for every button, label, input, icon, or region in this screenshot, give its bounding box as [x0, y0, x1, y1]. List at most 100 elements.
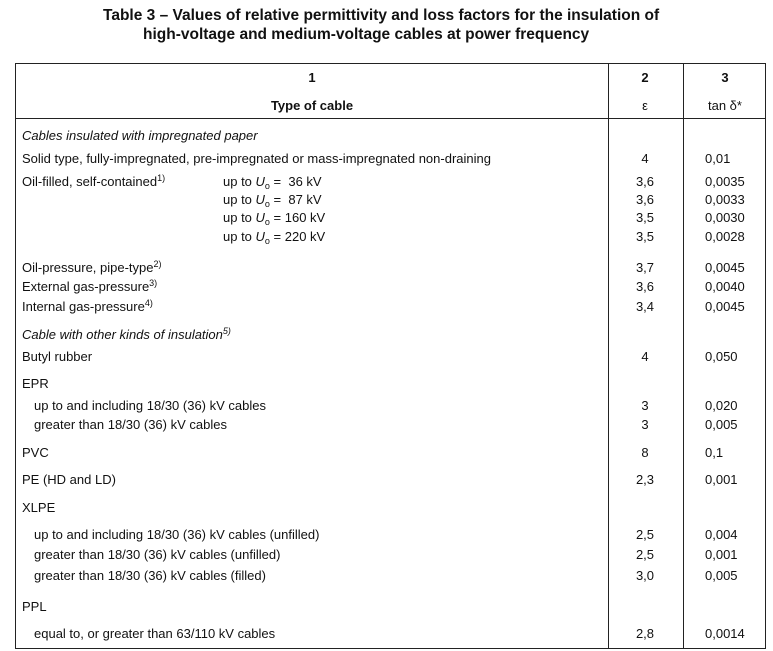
- voltage-symbol: U: [255, 210, 265, 225]
- loss-factor: 0,0045: [705, 260, 745, 275]
- loss-factor: 0,001: [705, 547, 738, 562]
- table-border: [765, 63, 766, 649]
- voltage-subscript: o: [264, 199, 270, 209]
- permittivity: 2,8: [635, 626, 655, 641]
- row-label: equal to, or greater than 63/110 kV cabl…: [34, 626, 275, 642]
- voltage-prefix: up to: [223, 229, 256, 244]
- voltage-symbol: U: [255, 192, 265, 207]
- footnote-ref: 4): [144, 298, 153, 308]
- loss-factor: 0,01: [705, 151, 731, 166]
- label-text: greater than 18/30 (36) kV cables (fille…: [34, 568, 266, 583]
- label-text: greater than 18/30 (36) kV cables: [34, 417, 227, 432]
- label-text: Internal gas-pressure: [22, 299, 145, 314]
- label-text: Oil-pressure, pipe-type: [22, 260, 154, 275]
- permittivity: 3,4: [635, 299, 655, 314]
- column-name: tan δ*: [708, 98, 742, 113]
- loss-factor: 0,005: [705, 568, 738, 583]
- section-heading: Cables insulated with impregnated paper: [22, 128, 258, 144]
- loss-factor: 0,0028: [705, 229, 745, 244]
- label-text: EPR: [22, 376, 49, 391]
- loss-factor: 0,0030: [705, 210, 745, 225]
- voltage-value: = 220 kV: [269, 229, 326, 244]
- permittivity: 3,6: [635, 192, 655, 207]
- permittivity: 2,5: [635, 547, 655, 562]
- permittivity: 3,6: [635, 279, 655, 294]
- label-text: up to and including 18/30 (36) kV cables…: [34, 527, 320, 542]
- row-label: up to and including 18/30 (36) kV cables…: [34, 527, 319, 543]
- loss-factor: 0,004: [705, 527, 738, 542]
- label-text: up to and including 18/30 (36) kV cables: [34, 398, 266, 413]
- column-rule: [683, 63, 684, 649]
- row-label: Solid type, fully-impregnated, pre-impre…: [22, 151, 491, 167]
- row-label: greater than 18/30 (36) kV cables (unfil…: [34, 547, 280, 563]
- row-label: Oil-filled, self-contained1): [22, 174, 165, 190]
- permittivity: 3,6: [635, 174, 655, 189]
- row-label: PVC: [22, 445, 49, 461]
- column-number: 1: [308, 70, 316, 85]
- row-label: PE (HD and LD): [22, 472, 116, 488]
- voltage-value: = 160 kV: [269, 210, 326, 225]
- row-label: External gas-pressure3): [22, 279, 157, 295]
- permittivity: 4: [641, 349, 649, 364]
- loss-factor: 0,0033: [705, 192, 745, 207]
- section-heading: Cable with other kinds of insulation5): [22, 327, 231, 343]
- column-number: 2: [641, 70, 649, 85]
- voltage-range: up to Uo = 36 kV: [223, 174, 322, 191]
- row-label: up to and including 18/30 (36) kV cables: [34, 398, 266, 414]
- table-border: [15, 648, 766, 649]
- label-text: Oil-filled, self-contained: [22, 174, 158, 189]
- loss-factor: 0,0014: [705, 626, 745, 641]
- column-number: 3: [721, 70, 729, 85]
- footnote-ref: 2): [153, 259, 162, 269]
- table-border: [15, 63, 766, 64]
- label-text: PPL: [22, 599, 47, 614]
- loss-factor: 0,0040: [705, 279, 745, 294]
- permittivity: 4: [641, 151, 649, 166]
- permittivity: 3,7: [635, 260, 655, 275]
- voltage-subscript: o: [264, 181, 270, 191]
- label-text: Cables insulated with impregnated paper: [22, 128, 258, 143]
- permittivity: 3: [641, 398, 649, 413]
- row-label: Butyl rubber: [22, 349, 92, 365]
- voltage-range: up to Uo = 87 kV: [223, 192, 322, 209]
- footnote-ref: 5): [222, 326, 231, 336]
- label-text: XLPE: [22, 500, 56, 515]
- column-rule: [608, 63, 609, 649]
- permittivity: 2,5: [635, 527, 655, 542]
- row-label: Internal gas-pressure4): [22, 299, 153, 315]
- label-text: PVC: [22, 445, 49, 460]
- permittivity: 8: [641, 445, 649, 460]
- label-text: Cable with other kinds of insulation: [22, 327, 223, 342]
- row-label: greater than 18/30 (36) kV cables: [34, 417, 227, 433]
- row-label: greater than 18/30 (36) kV cables (fille…: [34, 568, 266, 584]
- voltage-prefix: up to: [223, 174, 256, 189]
- row-label: EPR: [22, 376, 49, 392]
- loss-factor: 0,1: [705, 445, 724, 460]
- voltage-subscript: o: [264, 236, 270, 246]
- row-label: PPL: [22, 599, 47, 615]
- voltage-range: up to Uo = 160 kV: [223, 210, 326, 227]
- label-text: greater than 18/30 (36) kV cables (unfil…: [34, 547, 281, 562]
- permittivity: 3,5: [635, 229, 655, 244]
- voltage-prefix: up to: [223, 210, 256, 225]
- permittivity: 2,3: [635, 472, 655, 487]
- column-name: ε: [642, 98, 648, 113]
- loss-factor: 0,0035: [705, 174, 745, 189]
- loss-factor: 0,0045: [705, 299, 745, 314]
- header-rule: [15, 118, 766, 119]
- permittivity: 3: [641, 417, 649, 432]
- permittivity: 3,0: [635, 568, 655, 583]
- label-text: Butyl rubber: [22, 349, 93, 364]
- loss-factor: 0,005: [705, 417, 738, 432]
- label-text: External gas-pressure: [22, 279, 150, 294]
- loss-factor: 0,050: [705, 349, 738, 364]
- permittivity: 3,5: [635, 210, 655, 225]
- table-border: [15, 63, 16, 649]
- loss-factor: 0,001: [705, 472, 738, 487]
- title-line: high-voltage and medium-voltage cables a…: [143, 26, 590, 43]
- label-text: Solid type, fully-impregnated, pre-impre…: [22, 151, 491, 166]
- loss-factor: 0,020: [705, 398, 738, 413]
- voltage-symbol: U: [255, 174, 265, 189]
- voltage-subscript: o: [264, 217, 270, 227]
